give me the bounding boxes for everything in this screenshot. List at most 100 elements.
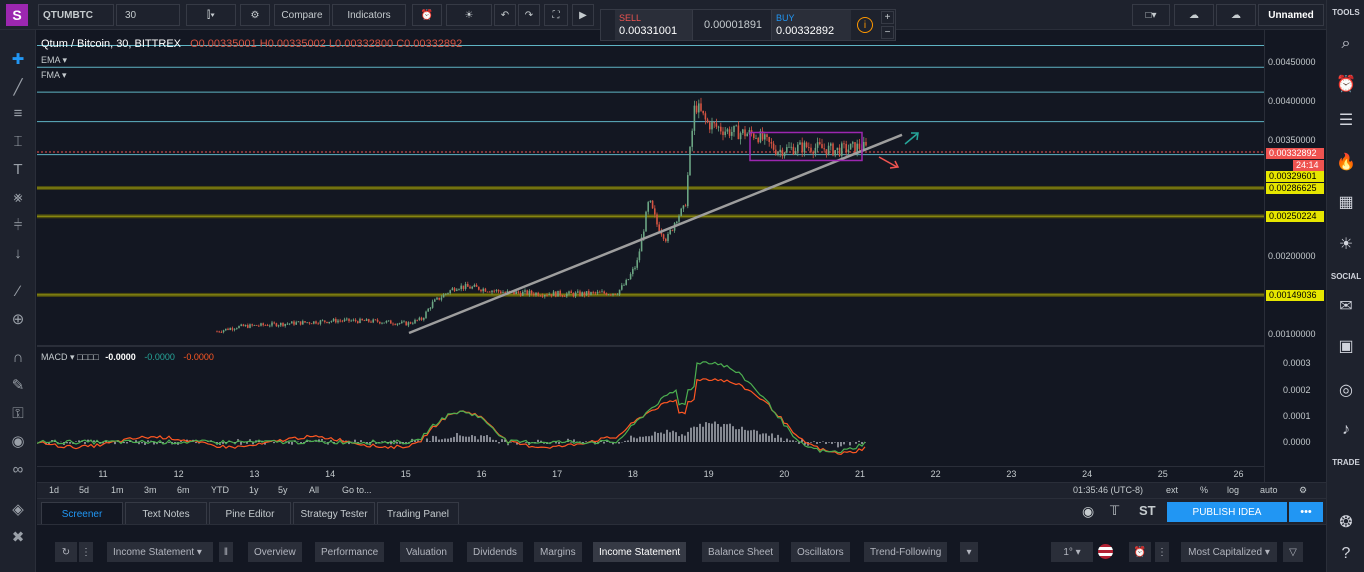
camera-icon[interactable]: ◉: [1082, 503, 1095, 519]
lock-icon[interactable]: ⚿: [12, 404, 24, 422]
trash-icon[interactable]: ✖: [11, 529, 25, 546]
text-icon[interactable]: T: [13, 160, 23, 178]
tab-screener[interactable]: Screener: [41, 502, 123, 525]
flag-us-icon[interactable]: [1098, 544, 1113, 559]
measure-icon[interactable]: ⫩: [13, 216, 23, 234]
log-toggle[interactable]: log: [1227, 485, 1240, 495]
eye-icon[interactable]: ◉: [11, 433, 25, 450]
snapshot-button[interactable]: ▶: [572, 4, 594, 26]
template-button[interactable]: ☀: [446, 4, 492, 26]
zoom-icon[interactable]: ⊕: [11, 311, 25, 328]
crosshair-icon[interactable]: ✚: [11, 51, 25, 68]
tab-strategy-tester[interactable]: Strategy Tester: [293, 502, 375, 525]
alert-screener-button[interactable]: ⏰: [1129, 542, 1151, 562]
ruler-icon[interactable]: ∕: [16, 282, 20, 300]
refresh-button[interactable]: ↻: [55, 542, 77, 562]
tab-trading-panel[interactable]: Trading Panel: [377, 502, 459, 525]
fib-icon[interactable]: ⌶: [13, 132, 23, 150]
fullscreen-button[interactable]: ⛶: [544, 4, 568, 26]
trendline-icon[interactable]: ╱: [13, 79, 23, 96]
sell-button[interactable]: SELL 0.00331001: [615, 10, 693, 40]
percent-toggle[interactable]: %: [1200, 485, 1209, 495]
range-5d[interactable]: 5d: [79, 485, 90, 495]
tab-text-notes[interactable]: Text Notes: [125, 502, 207, 525]
screener-tab-valuation[interactable]: Valuation: [400, 542, 453, 562]
screener-dropdown[interactable]: Income Statement ▾: [107, 542, 213, 562]
chat-icon[interactable]: ✉: [1339, 298, 1353, 315]
twitter-icon[interactable]: 𝕋: [1110, 503, 1120, 518]
gear-icon[interactable]: ⚙: [1299, 485, 1308, 495]
columns-button[interactable]: ‖: [219, 542, 233, 562]
symbol-input[interactable]: QTUMBTC: [38, 4, 114, 26]
bell-icon[interactable]: ♪: [1342, 421, 1350, 438]
list-icon[interactable]: ☰: [1338, 112, 1354, 129]
calendar-icon[interactable]: ▦: [1338, 194, 1354, 211]
magnet-icon[interactable]: ∩: [12, 348, 24, 366]
price-axis[interactable]: 0.00450000 0.00400000 0.00350000 0.00332…: [1264, 30, 1326, 482]
funnel-icon[interactable]: ▽: [1283, 542, 1303, 562]
screener-tab-oscillators[interactable]: Oscillators: [791, 542, 850, 562]
plus-button[interactable]: +: [881, 11, 894, 24]
indicators-button[interactable]: Indicators: [332, 4, 406, 26]
range-1d[interactable]: 1d: [49, 485, 60, 495]
broadcast-icon[interactable]: ◎: [1339, 382, 1353, 399]
range-1y[interactable]: 1y: [249, 485, 259, 495]
publish-menu-button[interactable]: •••: [1289, 502, 1323, 522]
screener-tab-dividends[interactable]: Dividends: [467, 542, 523, 562]
info-icon[interactable]: i: [857, 17, 873, 33]
screener-tab-performance[interactable]: Performance: [315, 542, 385, 562]
lightbulb-icon[interactable]: ☀: [1338, 236, 1354, 253]
range-5y[interactable]: 5y: [278, 485, 288, 495]
publish-idea-button[interactable]: PUBLISH IDEA: [1167, 502, 1287, 522]
filter-dropdown[interactable]: Most Capitalized ▾: [1181, 542, 1277, 562]
ideas-icon[interactable]: ▣: [1338, 338, 1354, 355]
chart-area[interactable]: Qtum / Bitcoin, 30, BITTREX O0.00335001 …: [37, 30, 1264, 482]
ema-legend[interactable]: EMA ▾: [41, 55, 68, 65]
screener-tab-balance-sheet[interactable]: Balance Sheet: [702, 542, 780, 562]
interval-select[interactable]: 30: [116, 4, 180, 26]
cloud-load-button[interactable]: ☁: [1174, 4, 1214, 26]
screener-tab-income-statement[interactable]: Income Statement: [593, 542, 687, 562]
screener-menu-button[interactable]: ⋮: [1155, 542, 1169, 562]
undo-button[interactable]: ↶: [494, 4, 516, 26]
screener-more-tabs[interactable]: ▾: [960, 542, 978, 562]
time-axis[interactable]: 11 12 13 14 15 16 17 18 19 20 21 22 23 24 25 26: [37, 466, 1264, 482]
screener-tab-trend-following[interactable]: Trend-Following: [864, 542, 948, 562]
help-icon[interactable]: ?: [1341, 545, 1351, 562]
cloud-save-button[interactable]: ☁: [1216, 4, 1256, 26]
more-button[interactable]: ⋮: [79, 542, 93, 562]
fma-legend[interactable]: FMA ▾: [41, 70, 67, 80]
alarm-clock-icon[interactable]: ⏰: [1336, 76, 1356, 93]
range-ytd[interactable]: YTD: [211, 485, 229, 495]
bug-icon[interactable]: ❂: [1339, 514, 1353, 531]
interval-dropdown[interactable]: 1° ▾: [1051, 542, 1093, 562]
compare-button[interactable]: Compare: [274, 4, 330, 26]
tab-pine-editor[interactable]: Pine Editor: [209, 502, 291, 525]
price-chart[interactable]: [37, 30, 1264, 482]
link-icon[interactable]: ∞: [12, 460, 24, 478]
goto-button[interactable]: Go to...: [342, 485, 372, 495]
pencil-icon[interactable]: ✎: [11, 377, 25, 394]
range-3m[interactable]: 3m: [144, 485, 157, 495]
auto-toggle[interactable]: auto: [1260, 485, 1278, 495]
arrow-down-icon[interactable]: ↓: [14, 244, 22, 262]
layout-select-button[interactable]: □▾: [1132, 4, 1170, 26]
search-icon[interactable]: ⌕: [1341, 35, 1351, 52]
flame-icon[interactable]: 🔥: [1336, 154, 1356, 171]
settings-button[interactable]: ⚙: [240, 4, 270, 26]
ext-toggle[interactable]: ext: [1166, 485, 1179, 495]
redo-button[interactable]: ↷: [518, 4, 540, 26]
app-logo[interactable]: S: [6, 4, 28, 26]
horizontal-lines-icon[interactable]: ≡: [13, 104, 23, 122]
range-all[interactable]: All: [309, 485, 320, 495]
layout-name-button[interactable]: Unnamed: [1258, 4, 1324, 26]
stocktwits-button[interactable]: ST: [1139, 503, 1156, 518]
screener-tab-overview[interactable]: Overview: [248, 542, 302, 562]
minus-button[interactable]: −: [881, 26, 894, 39]
screener-tab-margins[interactable]: Margins: [534, 542, 582, 562]
layers-icon[interactable]: ◈: [12, 501, 24, 518]
chart-style-button[interactable]: ⫿▾: [186, 4, 236, 26]
pattern-icon[interactable]: ⨳: [13, 188, 23, 206]
range-6m[interactable]: 6m: [177, 485, 190, 495]
range-1m[interactable]: 1m: [111, 485, 124, 495]
